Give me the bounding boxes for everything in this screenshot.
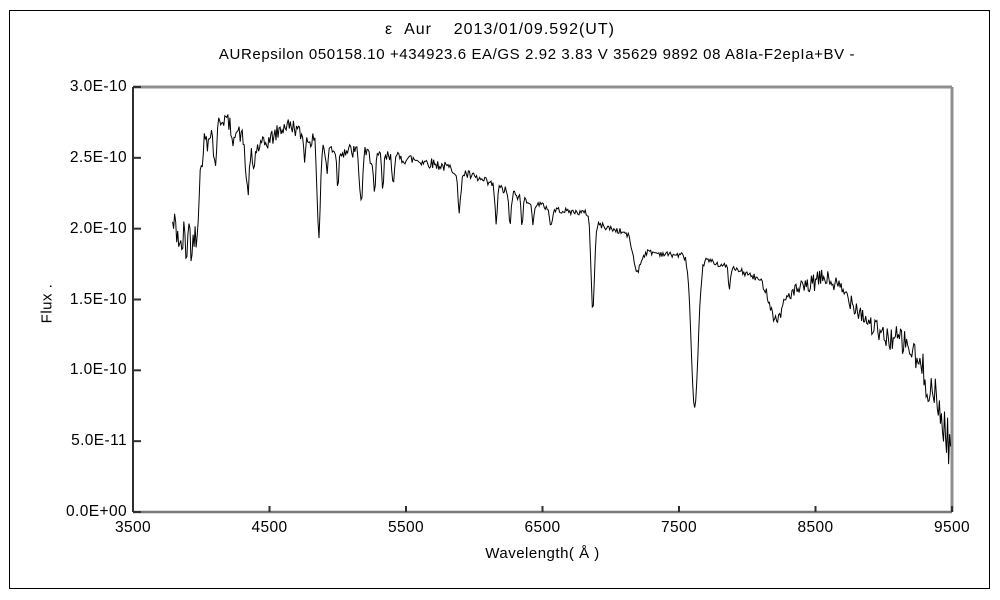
y-tick-label: 2.5E-10	[69, 148, 127, 166]
y-tick-label: 3.0E-10	[69, 78, 127, 95]
chart-title: ε Aur 2013/01/09.592(UT)	[385, 21, 615, 38]
x-tick-label: 6500	[524, 519, 561, 536]
x-tick-label: 5500	[387, 519, 425, 536]
x-axis-label: Wavelength( Å )	[485, 545, 600, 562]
y-tick-label: 2.0E-10	[69, 219, 127, 237]
x-tick-label: 7500	[660, 519, 698, 536]
x-tick-label: 9500	[933, 519, 971, 536]
outer-border	[9, 10, 990, 589]
x-tick-label: 8500	[797, 519, 834, 536]
spectrum-trace	[172, 114, 952, 465]
x-tick-label: 3500	[114, 519, 152, 536]
y-tick-label: 1.5E-10	[69, 290, 127, 308]
x-tick-label: 4500	[251, 519, 288, 536]
y-tick-label: 0.0E+00	[66, 503, 127, 520]
y-tick-label: 1.0E-10	[69, 361, 127, 379]
y-tick-label: 5.0E-11	[71, 432, 127, 450]
chart-subtitle: AURepsilon 050158.10 +434923.6 EA/GS 2.9…	[218, 46, 856, 63]
